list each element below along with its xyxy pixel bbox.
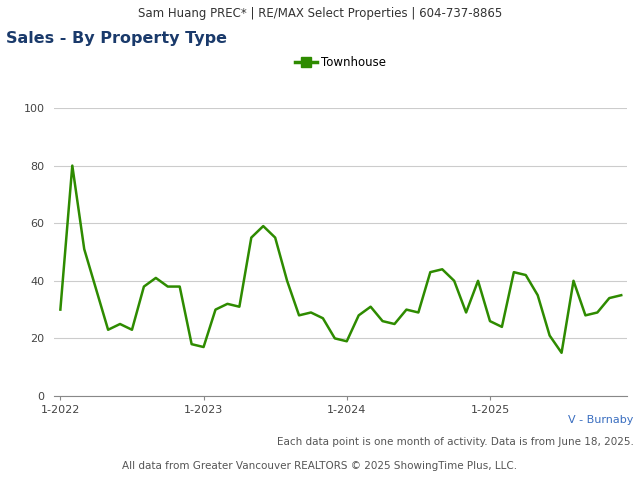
Legend: Townhouse: Townhouse	[295, 56, 387, 69]
Text: Sales - By Property Type: Sales - By Property Type	[6, 31, 227, 46]
Text: Each data point is one month of activity. Data is from June 18, 2025.: Each data point is one month of activity…	[276, 437, 634, 447]
Text: All data from Greater Vancouver REALTORS © 2025 ShowingTime Plus, LLC.: All data from Greater Vancouver REALTORS…	[122, 461, 518, 471]
Text: V - Burnaby: V - Burnaby	[568, 415, 634, 425]
Text: Sam Huang PREC* | RE/MAX Select Properties | 604-737-8865: Sam Huang PREC* | RE/MAX Select Properti…	[138, 7, 502, 20]
